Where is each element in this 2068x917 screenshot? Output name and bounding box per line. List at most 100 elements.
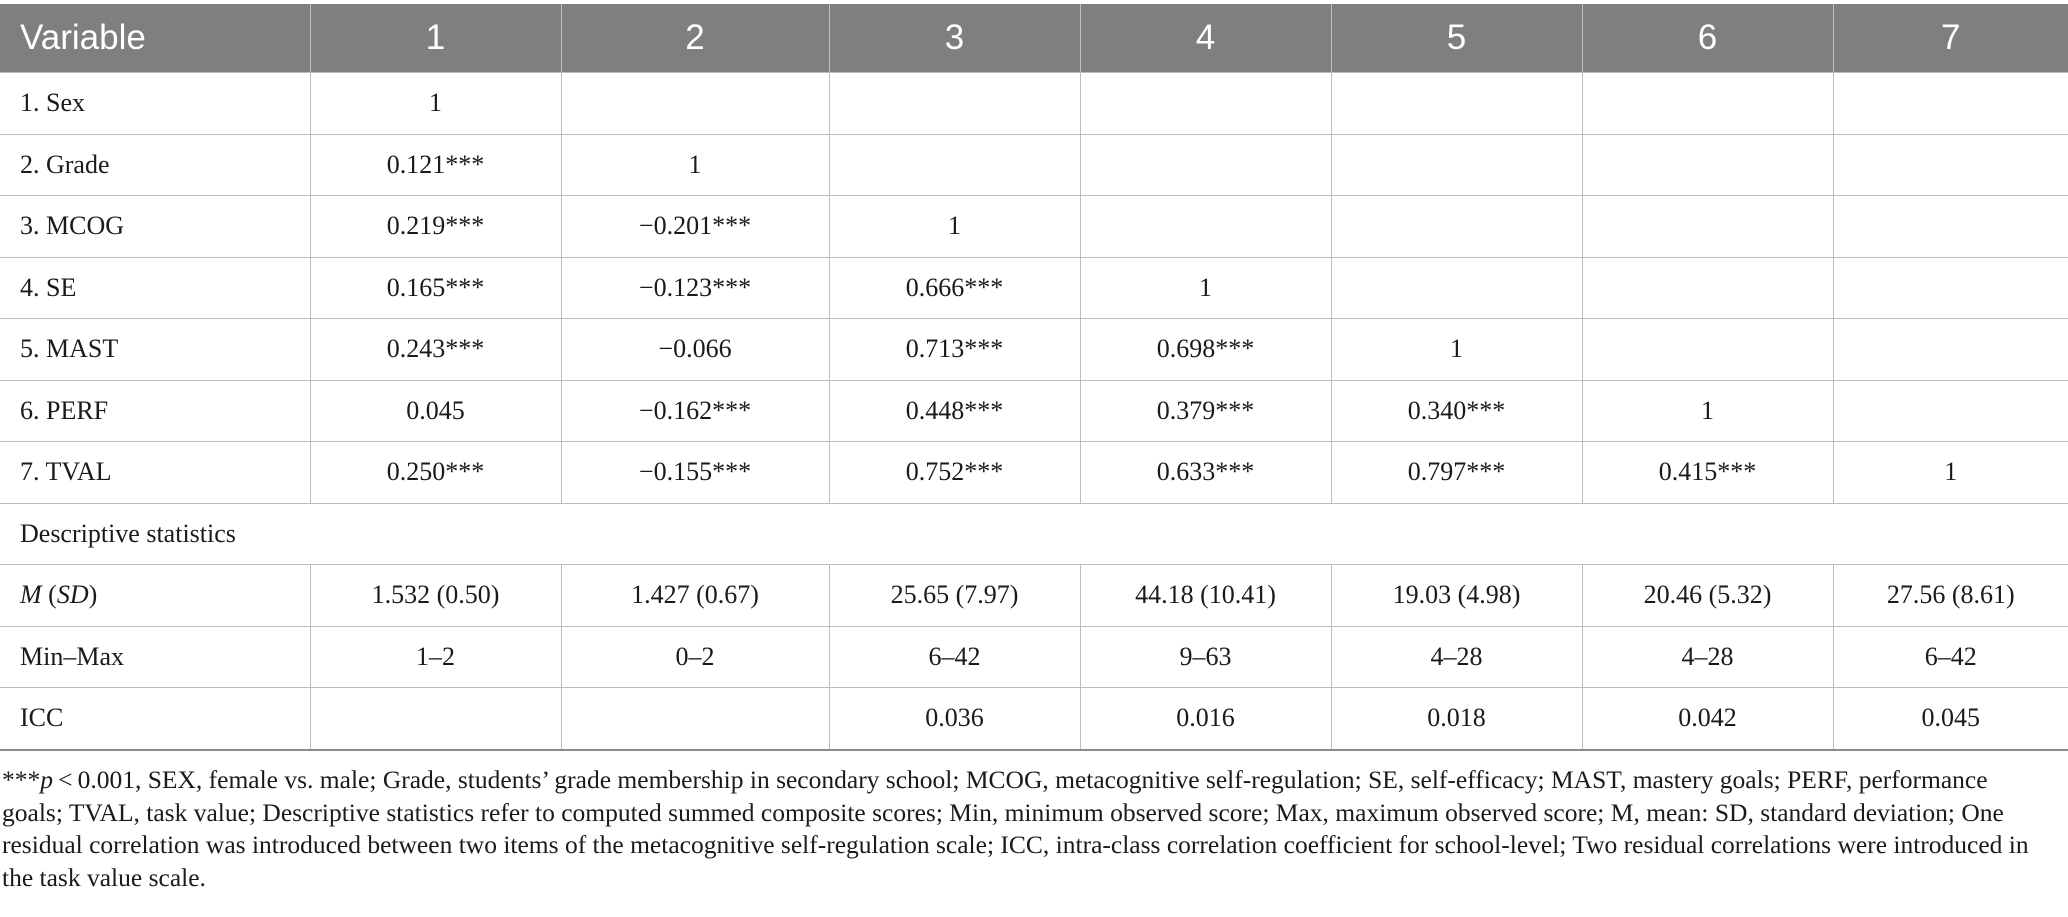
table-cell: 0.018 [1330,687,1583,751]
table-cell: 0.042 [1581,687,1834,751]
table-cell: 0.036 [828,687,1081,751]
table-cell [1832,318,2068,381]
table-cell: 0.713*** [828,318,1081,381]
table-row: 2. Grade 0.121*** 1 [0,133,2068,196]
table-cell: 0.165*** [309,256,562,319]
table-cell: −0.155*** [560,441,830,504]
table-cell: 1 [1581,379,1834,442]
footnote-text: < 0.001, SEX, female vs. male; Grade, st… [2,765,2029,892]
table-row: M (SD) 1.532 (0.50) 1.427 (0.67) 25.65 (… [0,564,2068,627]
table-cell [1330,256,1583,319]
header-col-1: 1 [310,4,562,73]
table-cell [828,72,1081,135]
table-cell [1581,133,1834,196]
table-cell [1581,195,1834,258]
table-cell [309,687,562,751]
label-italic-m: M [20,580,42,610]
table-row: ICC 0.036 0.016 0.018 0.042 0.045 [0,687,2068,751]
table-cell: 1.532 (0.50) [309,564,562,627]
table-cell [1330,133,1583,196]
table-cell: 44.18 (10.41) [1079,564,1332,627]
table-cell: 0.666*** [828,256,1081,319]
row-label: 5. MAST [0,318,311,381]
table-header-row: Variable 1 2 3 4 5 6 7 [0,4,2068,73]
table-cell: 19.03 (4.98) [1330,564,1583,627]
table-cell: 0.633*** [1079,441,1332,504]
table-cell [1832,195,2068,258]
table-cell: 1–2 [309,625,562,688]
table-cell: 0.045 [1832,687,2068,751]
label-paren-open: ( [41,580,57,610]
table-cell [1581,318,1834,381]
row-label: ICC [0,687,311,751]
table-cell [1079,72,1332,135]
table-cell: 0.698*** [1079,318,1332,381]
table-cell: 6–42 [1832,625,2068,688]
table-cell: −0.123*** [560,256,830,319]
table-cell: 0.250*** [309,441,562,504]
table-row: 1. Sex 1 [0,72,2068,135]
header-col-4: 4 [1080,4,1332,73]
table-cell [1079,195,1332,258]
table-footnote: ***p < 0.001, SEX, female vs. male; Grad… [0,764,2042,894]
table-cell: 4–28 [1330,625,1583,688]
table-row: Min–Max 1–2 0–2 6–42 9–63 4–28 4–28 6–42 [0,625,2068,688]
table-cell [1581,256,1834,319]
row-label-mean-sd: M (SD) [0,564,311,627]
table-cell [560,687,830,751]
row-label: Min–Max [0,625,311,688]
correlation-table: Variable 1 2 3 4 5 6 7 1. Sex 1 [0,4,2068,751]
row-label: 3. MCOG [0,195,311,258]
table-row: 7. TVAL 0.250*** −0.155*** 0.752*** 0.63… [0,441,2068,504]
table-cell: 0.797*** [1330,441,1583,504]
table-cell: 1 [560,133,830,196]
table-cell: 4–28 [1581,625,1834,688]
table-cell: 27.56 (8.61) [1832,564,2068,627]
header-col-5: 5 [1331,4,1583,73]
table-cell [1079,133,1332,196]
footnote-p-italic: p [40,765,53,794]
label-paren-close: ) [88,580,98,610]
table-cell [1832,379,2068,442]
table-cell: 1 [1832,441,2068,504]
footnote-stars: *** [2,765,41,794]
table-cell: 0.243*** [309,318,562,381]
row-label: 6. PERF [0,379,311,442]
row-label: 1. Sex [0,72,311,135]
table-cell: 0–2 [560,625,830,688]
header-col-6: 6 [1582,4,1834,73]
table-cell: 1 [1330,318,1583,381]
table-cell: 25.65 (7.97) [828,564,1081,627]
table-cell: 0.045 [309,379,562,442]
table-cell [828,133,1081,196]
table-cell: 9–63 [1079,625,1332,688]
table-cell: 0.415*** [1581,441,1834,504]
table-cell [1330,195,1583,258]
row-label: 4. SE [0,256,311,319]
section-label-descriptive: Descriptive statistics [0,502,2068,565]
table-cell [1581,72,1834,135]
header-col-3: 3 [829,4,1081,73]
table-row: 6. PERF 0.045 −0.162*** 0.448*** 0.379**… [0,379,2068,442]
table-cell [560,72,830,135]
header-col-7: 7 [1833,4,2068,73]
table-cell [1832,256,2068,319]
label-italic-sd: SD [56,580,89,610]
table-cell [1832,133,2068,196]
table-cell: 0.340*** [1330,379,1583,442]
table-cell: 1 [1079,256,1332,319]
table-cell: 0.448*** [828,379,1081,442]
section-row: Descriptive statistics [0,502,2068,565]
table-cell: 0.016 [1079,687,1332,751]
table-row: 4. SE 0.165*** −0.123*** 0.666*** 1 [0,256,2068,319]
table-cell: −0.162*** [560,379,830,442]
table-cell: 0.379*** [1079,379,1332,442]
table-cell: 0.752*** [828,441,1081,504]
table-row: 3. MCOG 0.219*** −0.201*** 1 [0,195,2068,258]
table-cell: 1.427 (0.67) [560,564,830,627]
table-cell: 6–42 [828,625,1081,688]
header-variable: Variable [0,4,311,73]
table-cell: 0.121*** [309,133,562,196]
correlation-table-container: Variable 1 2 3 4 5 6 7 1. Sex 1 [0,4,2068,751]
table-cell: 20.46 (5.32) [1581,564,1834,627]
